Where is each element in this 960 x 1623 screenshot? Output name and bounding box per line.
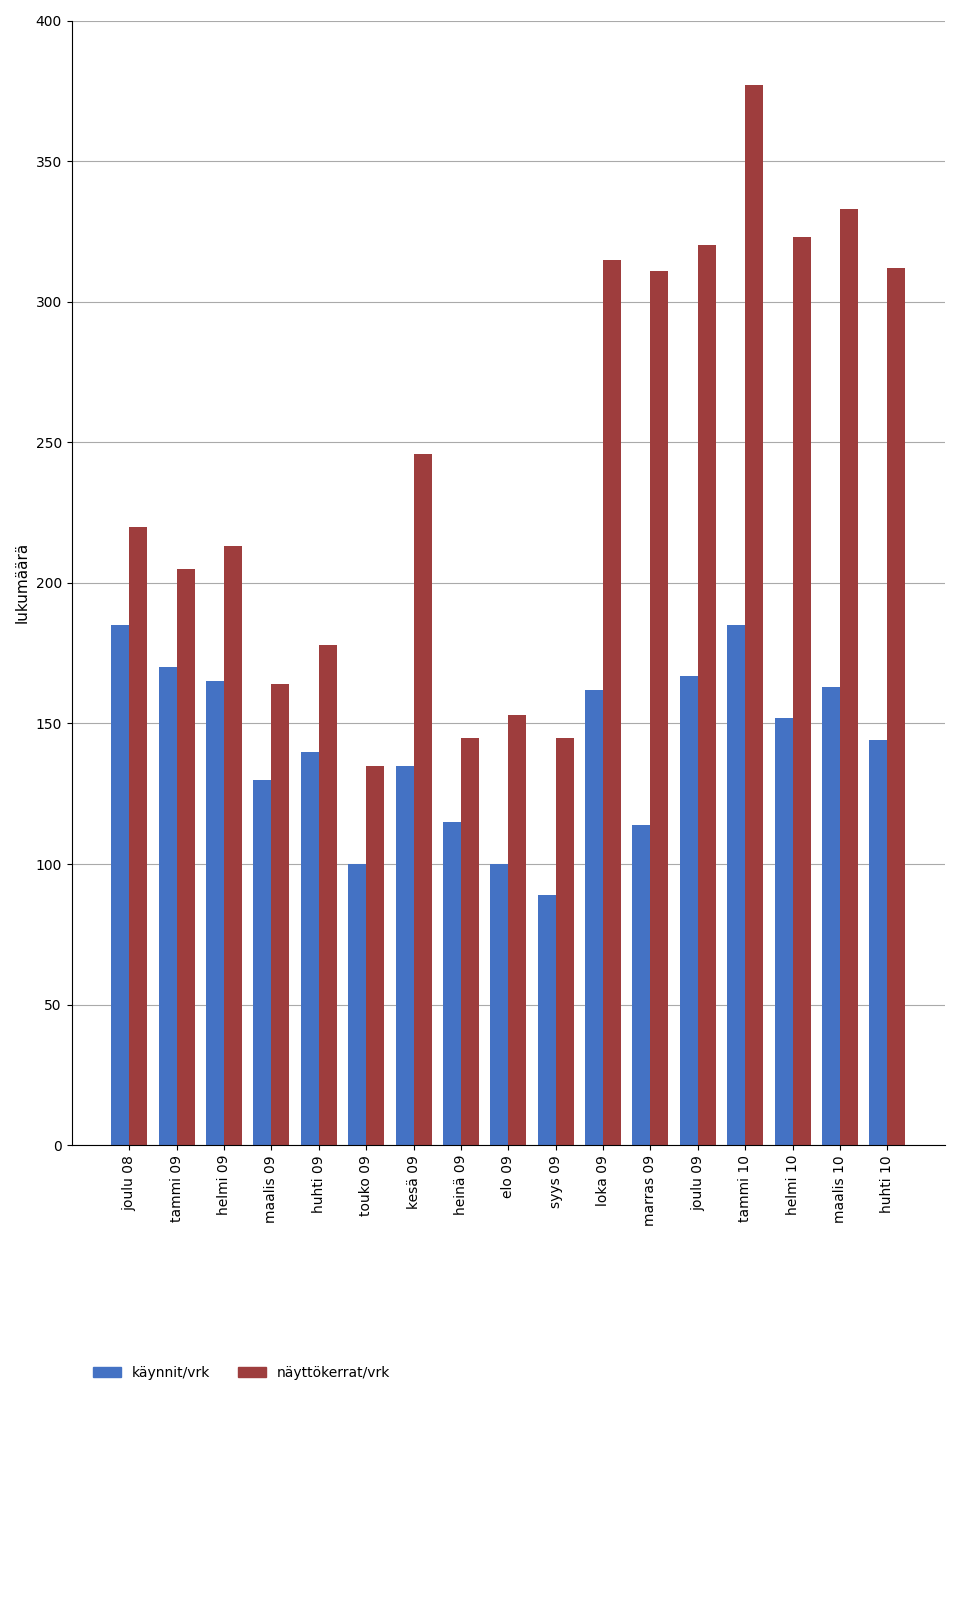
Bar [130,526,147,1146]
Bar [870,740,887,1146]
Bar [727,625,745,1146]
Bar [348,863,366,1146]
Bar [775,717,793,1146]
Bar [396,766,414,1146]
Bar [793,237,810,1146]
Y-axis label: lukumäärä: lukumäärä [15,542,30,623]
Bar [556,737,574,1146]
Bar [603,260,621,1146]
Bar [461,737,479,1146]
Bar [366,766,384,1146]
Bar [272,685,290,1146]
Bar [651,271,668,1146]
Bar [680,675,698,1146]
Bar [319,644,337,1146]
Bar [698,245,716,1146]
Legend: käynnit/vrk, näyttökerrat/vrk: käynnit/vrk, näyttökerrat/vrk [87,1360,396,1386]
Bar [633,824,651,1146]
Bar [509,716,526,1146]
Bar [177,568,195,1146]
Bar [300,751,319,1146]
Bar [585,690,603,1146]
Bar [491,863,509,1146]
Bar [745,84,763,1146]
Bar [253,779,272,1146]
Bar [158,667,177,1146]
Bar [206,682,224,1146]
Bar [443,821,461,1146]
Bar [840,209,858,1146]
Bar [224,547,242,1146]
Bar [822,687,840,1146]
Bar [538,894,556,1146]
Bar [111,625,130,1146]
Bar [887,268,905,1146]
Bar [414,453,432,1146]
